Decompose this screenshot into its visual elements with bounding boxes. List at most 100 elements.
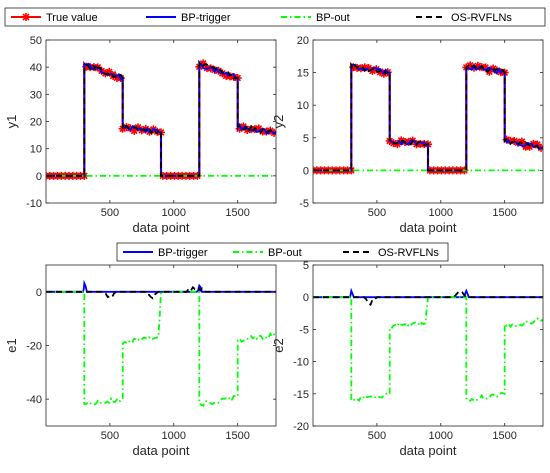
y-axis-label: y1 — [4, 115, 19, 129]
data-point-marker — [368, 66, 377, 75]
legend-box — [116, 242, 449, 262]
y-tick-label: -40 — [26, 394, 42, 406]
data-point-marker — [493, 66, 501, 75]
y-tick-label: -10 — [26, 198, 42, 210]
x-axis-label: data point — [132, 443, 189, 458]
x-tick-label: 1500 — [225, 207, 249, 219]
y-tick-label: 50 — [30, 35, 42, 47]
x-tick-label: 1500 — [492, 430, 516, 442]
y-tick-label: 40 — [30, 62, 42, 74]
legend: BP-trigger BP-out OS-RVFLNs — [116, 242, 449, 262]
x-tick-label: 500 — [101, 207, 119, 219]
legend-label: BP-out — [316, 12, 350, 24]
series-line-bp-out — [46, 290, 276, 407]
data-point-marker — [229, 73, 238, 82]
legend-label: True value — [46, 12, 98, 24]
data-point-marker — [126, 124, 135, 133]
axes-box — [312, 264, 544, 427]
plot-area — [46, 59, 276, 180]
chart-panel-2: 500 1000 1500 -5 0 5 10 15 20 data point y2 — [271, 35, 544, 235]
y-tick-label: 20 — [297, 35, 309, 47]
data-point-marker — [397, 136, 406, 145]
y-tick-label: -15 — [293, 389, 309, 401]
series-line-os-rvflns — [46, 59, 276, 177]
series-line-bp-out — [313, 296, 543, 403]
data-point-marker — [481, 63, 490, 72]
x-axis-label: data point — [132, 220, 189, 235]
series-line-os-rvflns — [313, 62, 543, 172]
data-point-marker — [514, 138, 523, 147]
data-point-marker — [134, 123, 142, 132]
axes-box — [312, 39, 544, 204]
y-tick-label: 0 — [303, 165, 309, 177]
y-axis-label: y2 — [271, 115, 286, 129]
data-point-marker — [485, 67, 494, 76]
data-point-marker — [525, 142, 534, 151]
data-point-marker — [254, 124, 263, 133]
series-line-os-rvflns — [313, 290, 543, 306]
data-point-marker — [473, 61, 482, 70]
x-axis-label: data point — [399, 220, 456, 235]
x-tick-label: 1000 — [162, 207, 186, 219]
y-tick-label: 5 — [303, 133, 309, 145]
legend-marker — [22, 13, 30, 21]
data-point-marker — [489, 64, 498, 73]
y-tick-label: 15 — [297, 68, 309, 80]
y-tick-label: 0 — [36, 287, 42, 299]
x-tick-label: 1000 — [429, 207, 453, 219]
x-tick-label: 500 — [101, 430, 119, 442]
legend-box — [4, 7, 546, 27]
x-tick-label: 1000 — [429, 430, 453, 442]
data-point-marker — [243, 125, 252, 134]
legend-label: BP-trigger — [181, 12, 231, 24]
y-tick-label: -5 — [299, 198, 309, 210]
series-line-os-rvflns — [46, 285, 276, 300]
data-point-marker — [210, 65, 219, 74]
data-point-marker — [235, 124, 244, 133]
x-tick-label: 500 — [368, 207, 386, 219]
x-tick-label: 1000 — [162, 430, 186, 442]
data-point-marker — [199, 59, 208, 68]
legend-label: BP-trigger — [158, 247, 208, 259]
data-point-marker — [466, 61, 475, 70]
data-point-marker — [130, 126, 139, 135]
x-axis-label: data point — [399, 443, 456, 458]
plot-area — [46, 279, 276, 407]
data-point-marker — [470, 63, 478, 72]
y-tick-label: 0 — [36, 171, 42, 183]
chart-panel-3: 500 1000 1500 -40 -20 0 data point e1 — [4, 264, 277, 458]
legend-label: BP-out — [268, 247, 302, 259]
data-point-marker — [239, 122, 248, 131]
data-point-marker — [105, 67, 114, 76]
y-tick-label: 0 — [303, 292, 309, 304]
legend: True value BP-trigger BP-out OS-RVFLNs — [4, 7, 546, 27]
data-point-marker — [517, 137, 526, 146]
y-tick-label: -20 — [26, 341, 42, 353]
x-tick-label: 1500 — [492, 207, 516, 219]
series-line-bp-trigger — [46, 279, 276, 293]
y-tick-label: 10 — [30, 144, 42, 156]
legend-label: OS-RVFLNs — [451, 12, 512, 24]
chart-panel-1: 500 1000 1500 -10 0 10 20 30 40 50 data point y1 — [4, 35, 277, 235]
plot-area — [313, 287, 543, 403]
y-tick-label: -5 — [299, 324, 309, 336]
data-point-marker — [364, 64, 373, 73]
y-axis-label: e1 — [4, 338, 19, 352]
y-tick-label: 5 — [303, 260, 309, 272]
y-tick-label: -10 — [293, 357, 309, 369]
series-line-bp-trigger — [46, 59, 276, 177]
data-point-marker — [206, 64, 215, 73]
x-tick-label: 1500 — [225, 430, 249, 442]
y-tick-label: 20 — [30, 117, 42, 129]
x-tick-label: 500 — [368, 430, 386, 442]
plot-area — [313, 61, 543, 175]
y-tick-label: 30 — [30, 89, 42, 101]
legend-label: OS-RVFLNs — [378, 247, 439, 259]
chart-panel-4: 500 1000 1500 -20 -15 -10 -5 0 5 data point e2 — [271, 260, 544, 458]
y-axis-label: e2 — [271, 338, 286, 352]
data-point-marker — [376, 68, 385, 77]
y-tick-label: 10 — [297, 100, 309, 112]
axes-box — [45, 264, 277, 427]
y-tick-label: -20 — [293, 421, 309, 433]
